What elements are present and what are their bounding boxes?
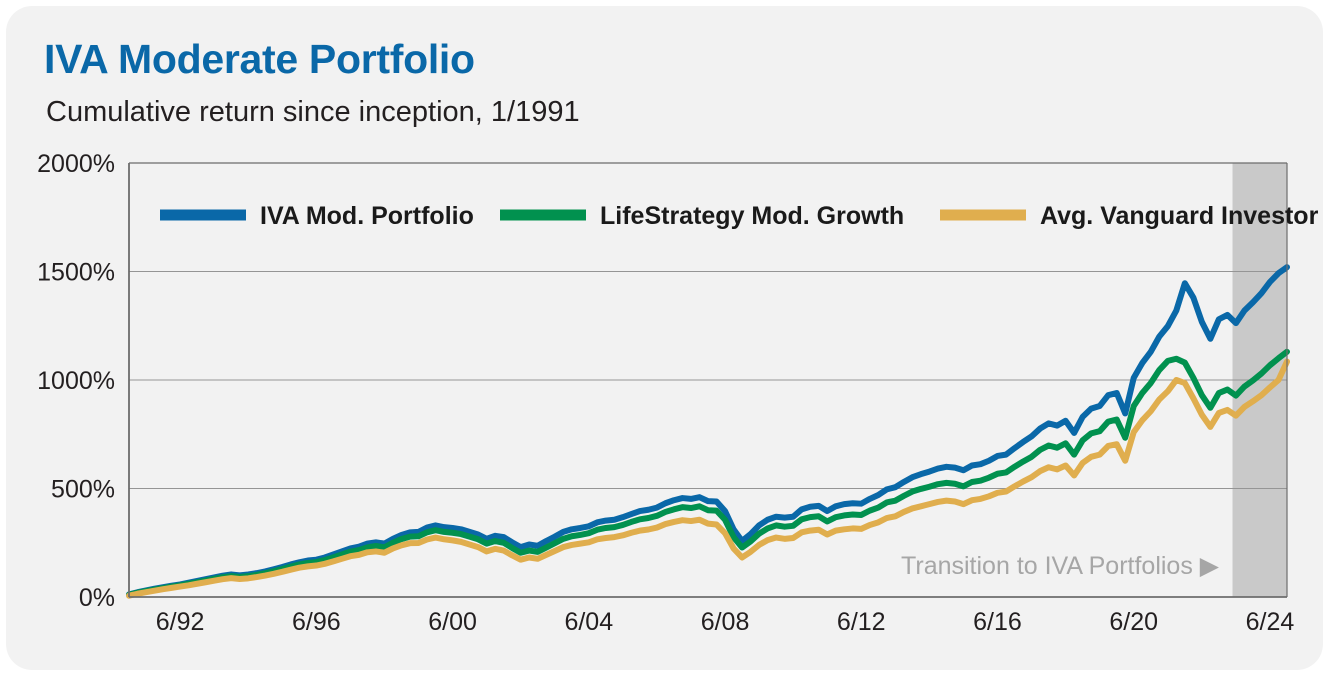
legend-item-1[interactable]: LifeStrategy Mod. Growth	[500, 202, 904, 230]
y-axis-tick-labels: 0% 500% 1000% 1500% 2000%	[37, 150, 115, 612]
x-tick-label: 6/08	[701, 608, 750, 636]
y-tick-label: 2000%	[37, 150, 115, 178]
legend-swatch	[500, 209, 586, 221]
legend-swatch	[940, 209, 1026, 221]
page-subtitle: Cumulative return since inception, 1/199…	[46, 96, 580, 128]
y-tick-label: 0%	[79, 584, 115, 612]
x-tick-label: 6/20	[1109, 608, 1158, 636]
series-line-0	[126, 264, 1290, 598]
series-line-1	[126, 348, 1290, 598]
x-tick-label: 6/92	[156, 608, 205, 636]
axis-lines	[128, 162, 1288, 598]
legend-label: Avg. Vanguard Investor	[1040, 202, 1319, 230]
legend-swatch	[160, 209, 246, 221]
legend-item-2[interactable]: Avg. Vanguard Investor	[940, 202, 1319, 230]
x-tick-label: 6/04	[564, 608, 613, 636]
annotation-label: Transition to IVA Portfolios ▶	[901, 552, 1220, 580]
series-line-2	[126, 358, 1290, 599]
legend-label: LifeStrategy Mod. Growth	[600, 202, 904, 230]
chart-card: IVA Moderate Portfolio Cumulative return…	[6, 6, 1323, 670]
x-tick-label: 6/96	[292, 608, 341, 636]
x-axis-tick-labels: 6/92 6/96 6/00 6/04 6/08 6/12 6/16 6/20 6/24	[156, 608, 1295, 636]
page-title: IVA Moderate Portfolio	[44, 36, 475, 82]
data-series-layer	[126, 264, 1290, 599]
chart-legend: IVA Mod. Portfolio LifeStrategy Mod. Grow…	[160, 202, 1319, 230]
legend-label: IVA Mod. Portfolio	[260, 202, 474, 230]
transition-annotation: Transition to IVA Portfolios ▶	[901, 552, 1220, 580]
x-tick-label: 6/12	[837, 608, 886, 636]
y-tick-label: 1500%	[37, 259, 115, 287]
x-tick-label: 6/16	[973, 608, 1022, 636]
x-tick-label: 6/24	[1246, 608, 1295, 636]
y-tick-label: 500%	[51, 476, 115, 504]
legend-item-0[interactable]: IVA Mod. Portfolio	[160, 202, 474, 230]
y-tick-label: 1000%	[37, 367, 115, 395]
x-tick-label: 6/00	[428, 608, 477, 636]
